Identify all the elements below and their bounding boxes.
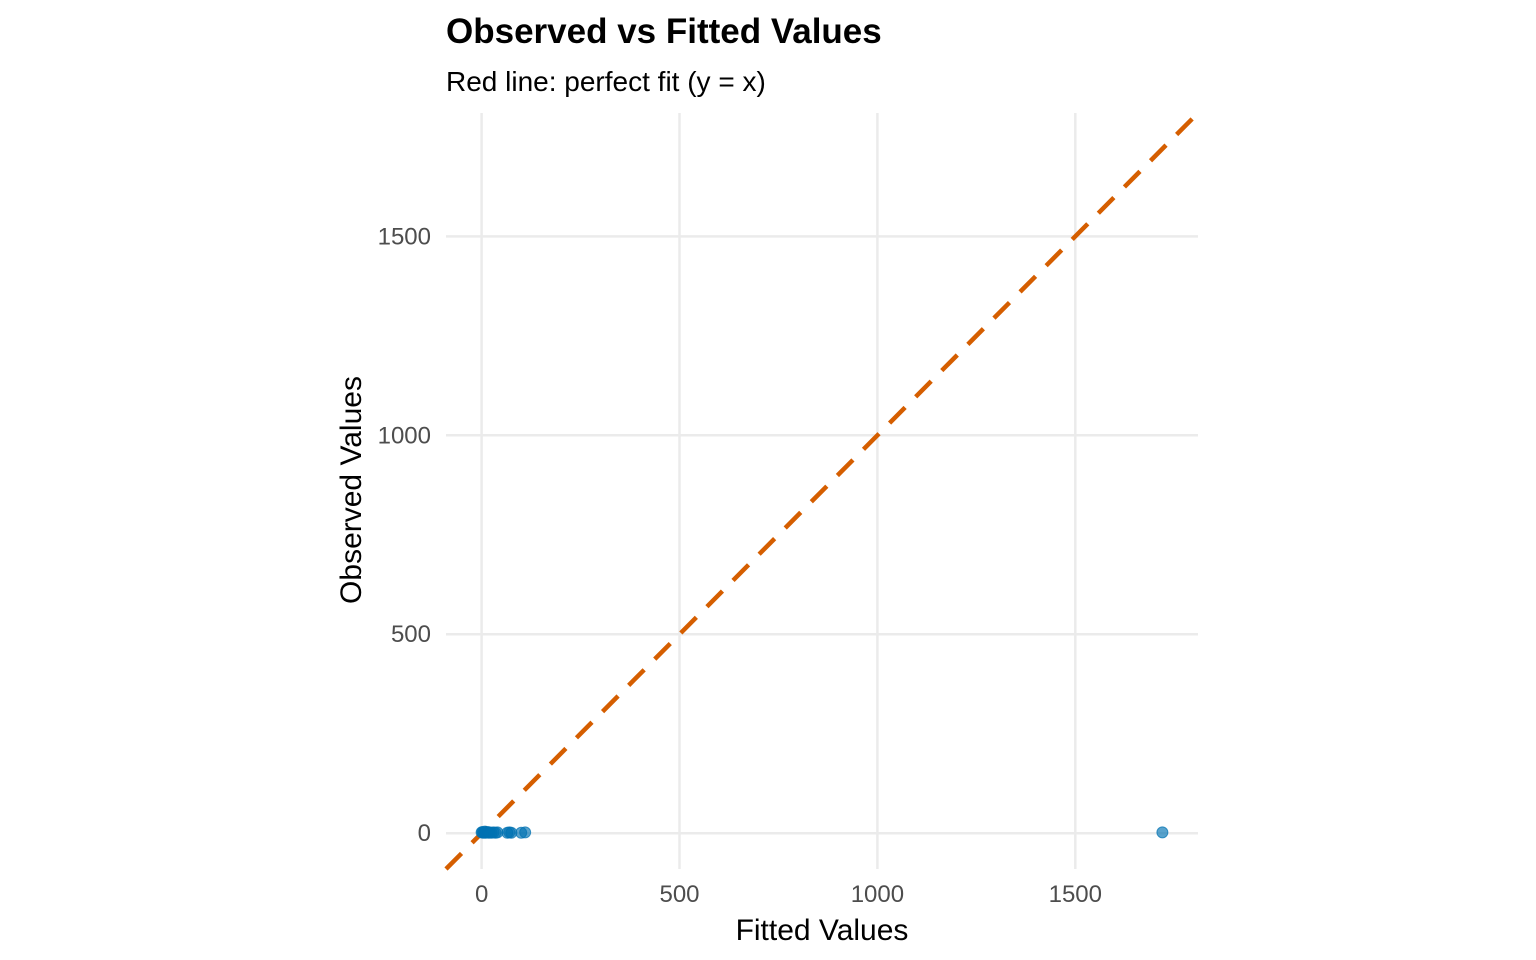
data-points [475, 825, 1169, 839]
y-tick-label: 1000 [378, 422, 431, 449]
reference-line-layer [444, 111, 1200, 871]
data-point [519, 826, 532, 839]
chart-subtitle: Red line: perfect fit (y = x) [446, 66, 766, 97]
x-tick-label: 1000 [851, 881, 904, 908]
x-tick-label: 0 [475, 881, 488, 908]
data-point [491, 826, 504, 839]
reference-line [444, 111, 1200, 871]
x-axis-ticks: 0 500 1000 1500 [475, 881, 1102, 908]
y-tick-label: 500 [391, 621, 431, 648]
y-tick-label: 1500 [378, 223, 431, 250]
data-point [1156, 826, 1169, 839]
x-tick-label: 1500 [1049, 881, 1102, 908]
y-tick-label: 0 [418, 820, 431, 847]
y-axis-title: Observed Values [335, 376, 368, 604]
chart-title: Observed vs Fitted Values [446, 12, 882, 51]
data-point [505, 826, 518, 839]
y-axis-ticks: 0 500 1000 1500 [378, 223, 431, 847]
x-axis-title: Fitted Values [736, 914, 909, 947]
x-tick-label: 500 [659, 881, 699, 908]
